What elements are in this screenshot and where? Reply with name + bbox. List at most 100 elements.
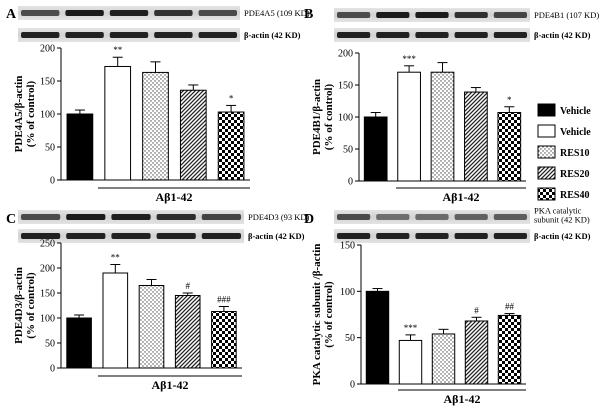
significance-marker: *** (404, 323, 418, 333)
group-label: Aβ1-42 (156, 190, 193, 204)
y-axis-label: (% of control) (25, 80, 37, 147)
legend-label: Vehicle (560, 127, 591, 138)
blot-band (415, 214, 449, 220)
y-tick-label: 200 (40, 44, 55, 55)
legend-item: RES10 (537, 145, 589, 159)
legend-swatch (537, 166, 556, 180)
legend: Vehicle Vehicle RES10 RES20 RES40 (537, 103, 591, 201)
blot-band (454, 214, 488, 220)
blot-band (376, 233, 410, 239)
blot-band (109, 10, 149, 16)
blot-band (376, 32, 410, 38)
blot-band (415, 32, 449, 38)
bar-res20 (464, 91, 488, 182)
blot-band (21, 233, 61, 239)
bar-res40 (217, 111, 245, 181)
bar-vehicle (398, 339, 423, 385)
y-tick-label: 0 (50, 364, 55, 375)
blot-band (376, 214, 410, 220)
panel-letter: B (304, 7, 313, 22)
bar-vehicle (66, 317, 92, 369)
chart-panel-a: A PDE4A5 (109 KD) β-actin (42 KD) 0 50 100 150… (6, 6, 310, 204)
legend-item: RES20 (537, 166, 589, 180)
bar-res10 (142, 71, 169, 181)
blot-band (156, 233, 196, 239)
blot-band (493, 12, 527, 18)
blot-strip-actin: β-actin (42 KD) (18, 28, 301, 42)
y-tick-label: 200 (40, 264, 55, 275)
bar-res10 (430, 71, 455, 182)
bar-res10 (138, 285, 165, 369)
blot-band (154, 32, 193, 38)
blot-band (493, 32, 527, 38)
y-tick-label: 250 (40, 239, 55, 250)
blot-label: PKA catalytic (534, 206, 582, 216)
blot-band (65, 32, 104, 38)
chart-panel-b: B PDE4B1 (107 KD) β-actin (42 KD) 0 50 100 150… (304, 7, 599, 204)
blot-band (21, 32, 60, 38)
y-tick-label: 150 (40, 289, 55, 300)
blot-label: PDE4D3 (93 KD) (248, 212, 310, 222)
blot-band (454, 12, 488, 18)
bar-vehicle (104, 65, 132, 181)
y-axis-label: (% of control) (25, 272, 37, 339)
group-label: Aβ1-42 (152, 378, 189, 392)
y-tick-label: 100 (40, 314, 55, 325)
blot-band (493, 233, 527, 239)
y-tick-label: 100 (40, 110, 55, 121)
legend-label: RES20 (560, 169, 589, 180)
blot-band (66, 214, 106, 220)
bar-vehicle (397, 71, 421, 182)
y-tick-label: 0 (50, 176, 55, 187)
y-tick-label: 200 (338, 49, 353, 60)
y-tick-label: 50 (343, 145, 353, 156)
significance-marker: # (474, 305, 479, 315)
bar-res40 (497, 314, 522, 385)
y-tick-label: 0 (348, 177, 353, 188)
blot-label: PDE4B1 (107 KD) (534, 10, 599, 20)
significance-marker: ### (217, 295, 231, 305)
blot-label: β-actin (42 KD) (248, 231, 305, 241)
bar-res20 (179, 89, 207, 181)
significance-marker: ## (505, 302, 515, 312)
legend-swatch (537, 145, 556, 159)
legend-item: Vehicle (537, 103, 591, 117)
significance-marker: *** (402, 54, 416, 64)
blot-band (21, 214, 61, 220)
significance-marker: ** (113, 45, 123, 55)
blot-band (493, 214, 527, 220)
blot-band (156, 214, 196, 220)
significance-marker: # (185, 281, 190, 291)
bar-vehicle (102, 272, 129, 369)
chart-panel-c: C PDE4D3 (93 KD) β-actin (42 KD) 0 50 100 150 2… (6, 210, 310, 392)
y-tick-label: 150 (338, 81, 353, 92)
significance-marker: * (507, 95, 512, 105)
blot-strip-protein: PDE4D3 (93 KD) (18, 210, 310, 224)
blot-band (21, 10, 60, 16)
legend-swatch (537, 187, 556, 201)
blot-band (66, 233, 106, 239)
blot-label: subunit (42 KD) (534, 215, 590, 225)
legend-swatch (537, 103, 556, 117)
y-tick-label: 100 (338, 113, 353, 124)
bar-res40 (211, 311, 237, 369)
significance-marker: * (229, 93, 234, 103)
bar-res40 (497, 112, 522, 182)
group-label: Aβ1-42 (444, 392, 481, 406)
significance-marker: ** (111, 253, 121, 263)
blot-band (337, 214, 371, 220)
blot-band (111, 233, 151, 239)
y-axis-label: PDE4B1/β-actin (311, 79, 323, 155)
y-axis-label: PDE4D3/β-actin (13, 267, 25, 344)
blot-strip-actin: β-actin (42 KD) (334, 28, 591, 42)
blot-band (337, 12, 371, 18)
blot-band (111, 214, 151, 220)
blot-band (109, 32, 149, 38)
legend-swatch (537, 124, 556, 138)
blot-strip-actin: β-actin (42 KD) (334, 229, 591, 243)
y-axis-label: PKA catalytic subunit /β-actin (311, 244, 323, 386)
y-tick-label: 150 (340, 241, 355, 252)
